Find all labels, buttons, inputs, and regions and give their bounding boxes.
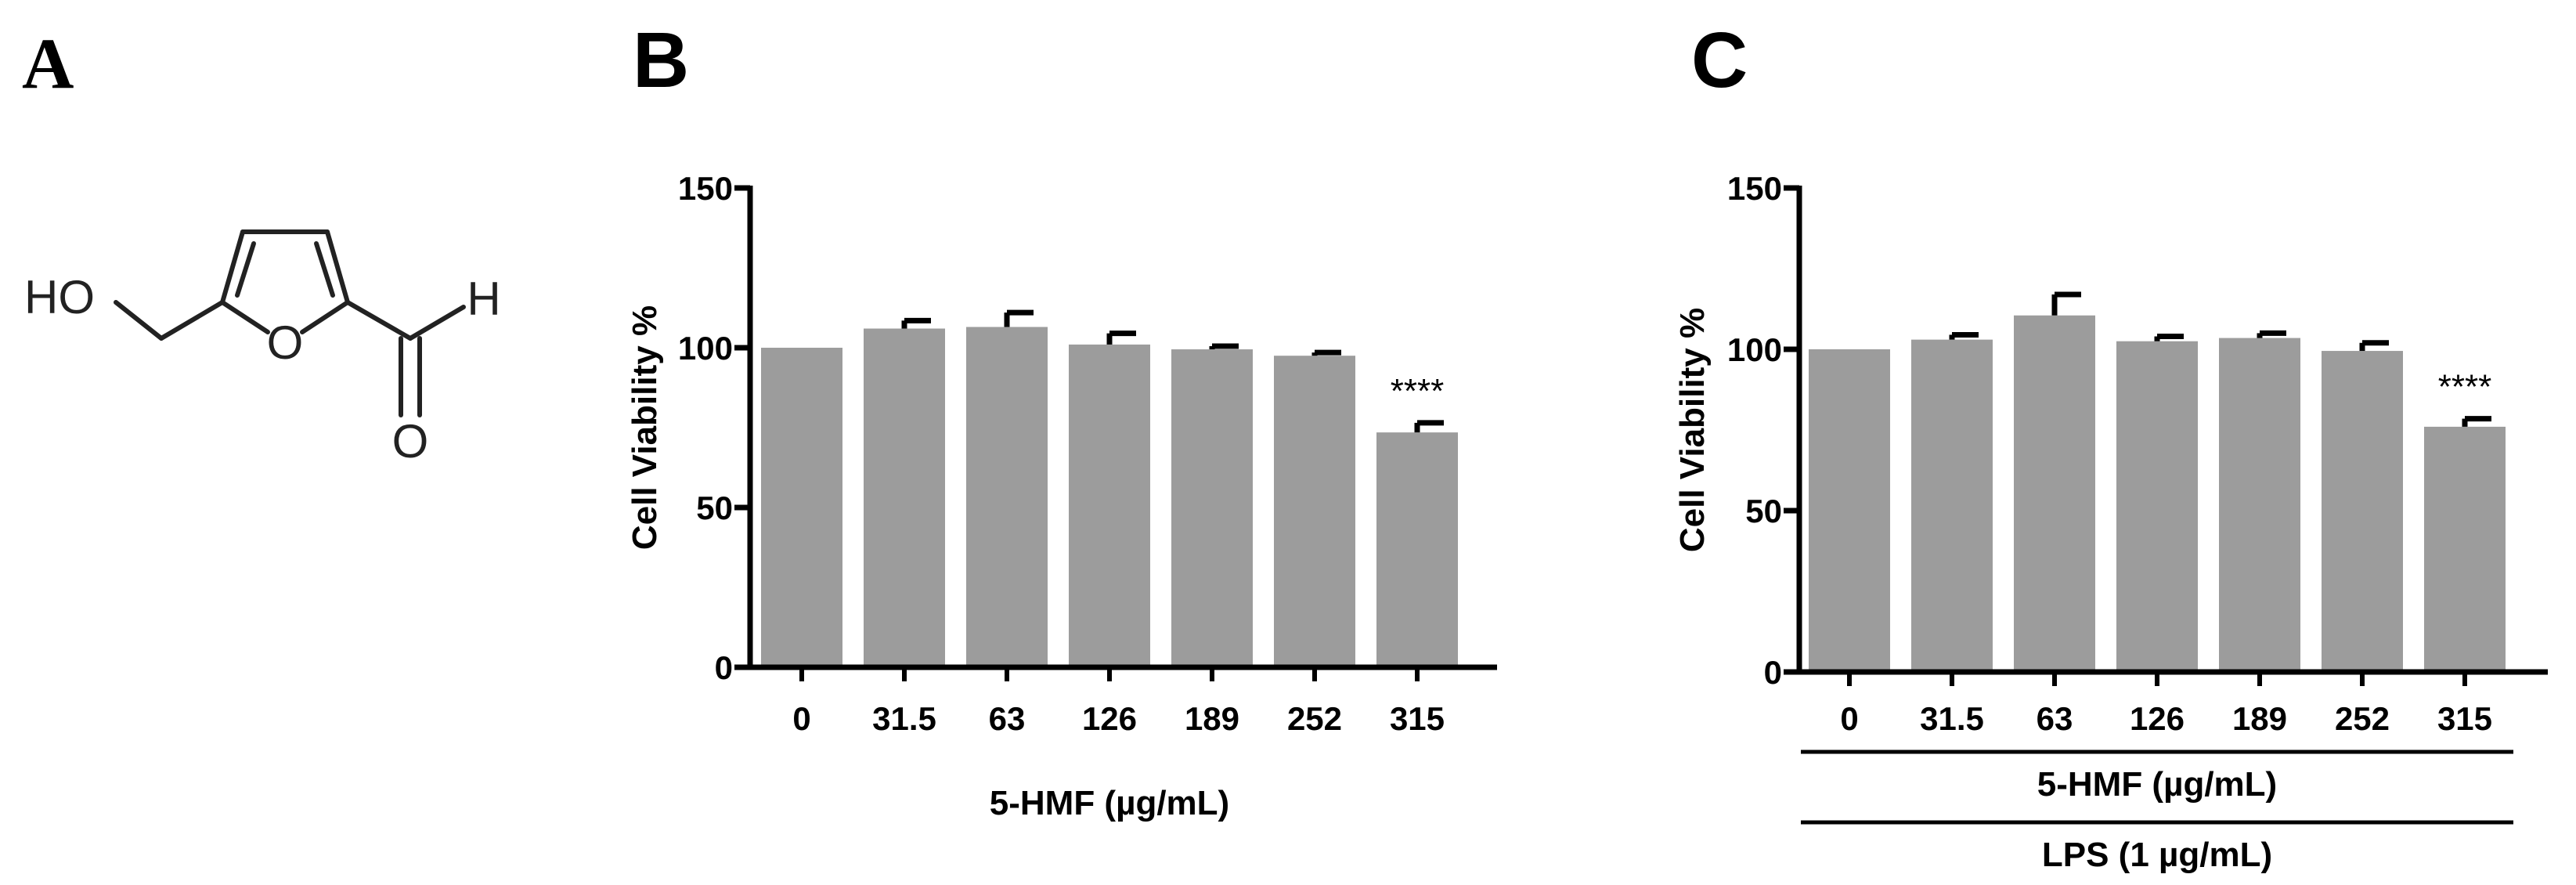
- y-tick-label: 100: [678, 330, 733, 367]
- bar: [1274, 356, 1355, 667]
- bond: [300, 300, 350, 334]
- x-axis-label: 5-HMF (µg/mL): [990, 784, 1229, 822]
- bond: [220, 300, 270, 334]
- x-axis-label: LPS (1 µg/mL): [2042, 836, 2272, 874]
- x-tick-label: 315: [2437, 700, 2492, 737]
- significance-label: ****: [2438, 368, 2492, 406]
- bar: [2219, 338, 2300, 672]
- x-axis-label: 5-HMF (µg/mL): [2037, 765, 2277, 804]
- y-axis-label: Cell Viability %: [1673, 308, 1712, 552]
- panel-label-b: B: [633, 16, 690, 104]
- x-tick-label: 126: [2130, 700, 2185, 737]
- x-tick-label: 31.5: [1920, 700, 1984, 737]
- x-tick-label: 315: [1390, 700, 1445, 737]
- bar: [864, 328, 945, 667]
- bond: [114, 300, 164, 341]
- atom-ho-label: HO: [24, 271, 95, 323]
- x-tick-label: 126: [1082, 700, 1137, 737]
- x-tick-label: 189: [1185, 700, 1239, 737]
- y-tick-label: 0: [715, 649, 733, 686]
- x-tick-label: 252: [2335, 700, 2390, 737]
- x-tick-label: 31.5: [872, 700, 936, 737]
- bar: [1911, 339, 1993, 672]
- x-tick-label: 63: [2037, 700, 2073, 737]
- y-tick-label: 50: [1745, 493, 1782, 529]
- atom-o-carbonyl-label: O: [392, 415, 429, 468]
- x-tick-label: 63: [989, 700, 1026, 737]
- bar: [1069, 344, 1150, 667]
- chart-b-plot: 0 31.5 63 126 189 252 **** 315 0 50 100 150 Cell Via…: [626, 170, 1497, 822]
- bar: [761, 348, 842, 667]
- molecule-structure: HO O H O: [24, 229, 501, 468]
- atom-o-ring-label: O: [267, 316, 304, 369]
- double-bond: [314, 241, 335, 298]
- x-tick-label: 0: [792, 700, 810, 737]
- atom-h-label: H: [467, 273, 500, 325]
- bar: [2116, 341, 2198, 672]
- panel-label-c: C: [1691, 16, 1748, 104]
- chart-c-plot: 0 31.5 63 126 189 252 **** 315 0 50 100 150 Cell Via…: [1673, 170, 2548, 874]
- x-tick-label: 189: [2232, 700, 2287, 737]
- bond: [220, 229, 245, 305]
- panel-label-a: A: [22, 23, 74, 103]
- bar: [1171, 349, 1253, 667]
- bond: [159, 300, 225, 341]
- y-tick-label: 100: [1727, 331, 1782, 368]
- bar: [1809, 349, 1890, 672]
- bar: [2322, 351, 2403, 672]
- bond: [325, 229, 350, 305]
- x-tick-label: 0: [1840, 700, 1858, 737]
- y-tick-label: 150: [678, 170, 733, 207]
- y-tick-label: 50: [696, 489, 733, 526]
- y-tick-label: 0: [1764, 654, 1782, 691]
- bar: [1376, 432, 1458, 667]
- y-axis-label: Cell Viability %: [626, 305, 664, 550]
- bar: [966, 327, 1048, 667]
- double-bond: [235, 241, 256, 298]
- bond: [345, 300, 413, 341]
- significance-label: ****: [1391, 372, 1445, 410]
- bar: [2424, 426, 2506, 672]
- bar: [2014, 315, 2095, 672]
- x-tick-label: 252: [1287, 700, 1342, 737]
- y-tick-label: 150: [1727, 170, 1782, 207]
- bond: [408, 305, 466, 341]
